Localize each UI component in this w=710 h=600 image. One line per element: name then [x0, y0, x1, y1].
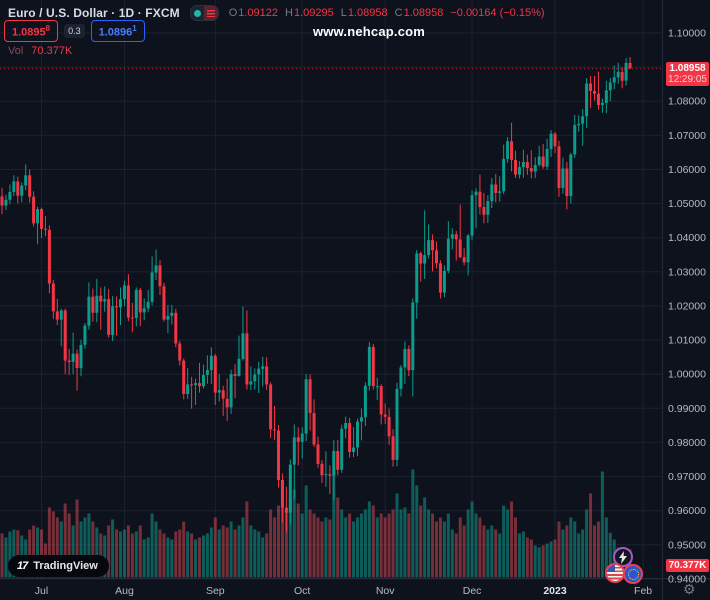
candles: [0, 57, 632, 533]
svg-text:1.06000: 1.06000: [668, 164, 706, 176]
svg-text:0.94000: 0.94000: [668, 573, 706, 585]
close-value: 1.08958: [403, 7, 444, 19]
buy-ask-button[interactable]: 1.08961: [90, 20, 145, 42]
us-flag-icon[interactable]: [605, 563, 625, 583]
gear-icon[interactable]: ⚙: [683, 581, 696, 597]
svg-text:1.07000: 1.07000: [668, 130, 706, 142]
ohlc-values: O1.09122 H1.09295 L1.08958 C1.08958 −0.0…: [229, 7, 545, 19]
tradingview-logo-link[interactable]: 17 TradingView: [8, 555, 109, 577]
symbol-title[interactable]: Euro / U.S. Dollar · 1D · FXCM: [8, 6, 180, 20]
toggle-on-dot-icon: [191, 6, 204, 20]
svg-text:Dec: Dec: [463, 585, 482, 597]
svg-text:Jul: Jul: [35, 585, 48, 597]
tradingview-logo-text: TradingView: [33, 560, 98, 572]
volume-axis-tag: 70.377K: [666, 559, 709, 572]
spread-value: 0.3: [64, 24, 85, 38]
svg-text:1.10000: 1.10000: [668, 28, 706, 40]
header-row: Euro / U.S. Dollar · 1D · FXCM O1.09122 …: [8, 5, 545, 21]
volume-value: 70.377K: [31, 45, 73, 57]
svg-text:Feb: Feb: [634, 585, 652, 597]
svg-text:1.03000: 1.03000: [668, 266, 706, 278]
svg-text:1.00000: 1.00000: [668, 369, 706, 381]
low-label: L: [340, 7, 347, 19]
svg-text:1.05000: 1.05000: [668, 198, 706, 210]
svg-text:Oct: Oct: [294, 585, 310, 597]
eu-flag-icon[interactable]: [623, 564, 643, 584]
sell-bid-button[interactable]: 1.08958: [4, 20, 59, 42]
grid: [0, 0, 662, 580]
volume-bars: [0, 469, 632, 578]
svg-text:1.08000: 1.08000: [668, 96, 706, 108]
svg-text:1.02000: 1.02000: [668, 301, 706, 313]
close-label: C: [394, 7, 403, 19]
time-axis[interactable]: Jul Aug Sep Oct Nov Dec 2023 Feb: [35, 585, 653, 597]
svg-text:1.01000: 1.01000: [668, 335, 706, 347]
buy-sell-panel-toggle[interactable]: [189, 5, 219, 21]
svg-text:Aug: Aug: [115, 585, 134, 597]
toggle-menu-icon: [203, 6, 218, 20]
svg-text:0.95000: 0.95000: [668, 539, 706, 551]
last-price-tag[interactable]: 1.08958 12:29:05: [666, 62, 709, 86]
watermark-url: www.nehcap.com: [312, 24, 426, 39]
svg-text:Nov: Nov: [376, 585, 395, 597]
svg-text:0.97000: 0.97000: [668, 471, 706, 483]
svg-text:2023: 2023: [543, 585, 567, 597]
volume-indicator-row: Vol 70.377K: [8, 45, 72, 57]
svg-text:0.98000: 0.98000: [668, 437, 706, 449]
price-axis[interactable]: 1.10000 1.08000 1.07000 1.06000 1.05000 1.040…: [668, 28, 706, 586]
last-price-value: 1.08958: [669, 63, 706, 74]
open-label: O: [228, 7, 238, 19]
ask-pip-digit: 1: [132, 24, 137, 34]
open-value: 1.09122: [238, 7, 279, 19]
high-value: 1.09295: [293, 7, 334, 19]
high-label: H: [285, 7, 293, 19]
bar-countdown: 12:29:05: [668, 74, 707, 85]
tradingview-logo-icon: 17: [17, 560, 28, 572]
volume-label[interactable]: Vol: [8, 45, 24, 57]
svg-text:1.04000: 1.04000: [668, 232, 706, 244]
low-value: 1.08958: [347, 7, 388, 19]
svg-text:0.96000: 0.96000: [668, 505, 706, 517]
svg-text:0.99000: 0.99000: [668, 403, 706, 415]
svg-text:Sep: Sep: [206, 585, 225, 597]
bid-pip-digit: 8: [45, 24, 51, 34]
change-value: −0.00164 (−0.15%): [450, 7, 545, 19]
bid-ask-row: 1.08958 0.3 1.08961: [4, 20, 145, 42]
